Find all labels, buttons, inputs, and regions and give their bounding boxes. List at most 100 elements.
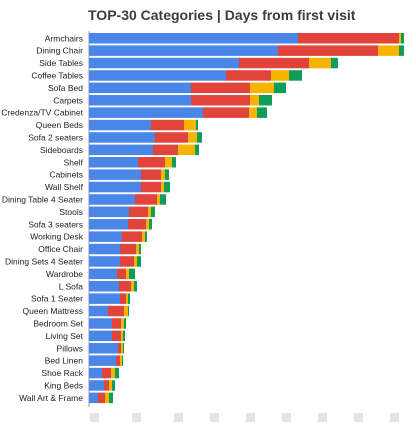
bar-segment-series-1 <box>89 45 278 56</box>
bar-segment-series-1 <box>89 169 141 180</box>
category-label: Dining Sets 4 Seater <box>5 256 83 266</box>
category-label: Queen Mattress <box>23 306 83 316</box>
bar-segment-series-4 <box>160 194 166 205</box>
bar-segment-series-1 <box>89 355 116 366</box>
bar-segment-series-4 <box>112 380 115 391</box>
bar-segment-series-2 <box>141 169 161 180</box>
bar-segment-series-3 <box>161 181 164 193</box>
category-label: Credenza/TV Cabinet <box>1 108 83 118</box>
bar-segment-series-2 <box>141 181 161 193</box>
bar-segment-series-4 <box>129 268 135 280</box>
bar-segment-series-2 <box>278 45 378 56</box>
bar-segment-series-4 <box>289 70 302 81</box>
bar-segment-series-2 <box>151 119 184 131</box>
bar-segment-series-2 <box>122 231 142 242</box>
bar-segment-series-3 <box>165 157 172 168</box>
bar-segment-series-4 <box>115 367 119 379</box>
chart-title: TOP-30 Categories | Days from first visi… <box>88 7 356 23</box>
bar-segment-series-3 <box>250 95 259 106</box>
bar-segment-series-2 <box>120 243 136 255</box>
category-label: Working Desk <box>30 232 83 242</box>
x-tick-placeholder <box>246 413 255 422</box>
bar-segment-series-1 <box>89 95 191 106</box>
bar-segment-series-1 <box>89 107 203 118</box>
x-tick-placeholder <box>132 413 141 422</box>
bar-segment-series-2 <box>153 144 178 156</box>
bar-segment-series-1 <box>89 305 108 317</box>
x-tick-placeholder <box>318 413 327 422</box>
category-label: Living Set <box>46 331 84 341</box>
bar-segment-series-3 <box>121 330 123 342</box>
bar-segment-series-3 <box>121 318 124 329</box>
bar-segment-series-3 <box>378 45 399 56</box>
bar-segment-series-1 <box>89 219 128 230</box>
bar-segment-series-3 <box>105 392 109 404</box>
bar-segment-series-3 <box>250 82 274 94</box>
bar-segment-series-2 <box>138 157 165 168</box>
category-label: Armchairs <box>45 33 83 43</box>
bar-segment-series-4 <box>165 169 169 180</box>
bar-segment-series-4 <box>123 343 124 354</box>
category-label: Office Chair <box>38 244 83 254</box>
bar-segment-series-4 <box>151 206 155 218</box>
category-label: King Beds <box>44 380 83 390</box>
bar-segment-series-4 <box>195 144 199 156</box>
bar-segment-series-4 <box>172 157 176 168</box>
category-label: Sideboards <box>40 145 83 155</box>
x-tick-placeholder <box>390 413 399 422</box>
bar-segment-series-1 <box>89 57 239 69</box>
bar-segment-series-1 <box>89 256 120 267</box>
x-tick-placeholder <box>174 413 183 422</box>
bar-segment-series-2 <box>191 82 250 94</box>
bar-segment-series-4 <box>164 181 170 193</box>
x-tick-placeholder <box>354 413 363 422</box>
bar-segment-series-2 <box>226 70 271 81</box>
bar-segment-series-4 <box>139 243 141 255</box>
bar-segment-series-1 <box>89 181 141 193</box>
bar-segment-series-3 <box>121 343 123 354</box>
bar-segment-series-4 <box>128 305 129 317</box>
bar-segment-series-2 <box>119 281 131 292</box>
bar-segment-series-3 <box>161 169 165 180</box>
bar-segment-series-2 <box>203 107 249 118</box>
category-label: Dining Table 4 Seater <box>2 194 83 204</box>
bar-segment-series-2 <box>120 293 126 304</box>
bar-segment-series-2 <box>129 206 148 218</box>
bar-segment-series-3 <box>399 33 401 44</box>
bar-segment-series-3 <box>178 144 195 156</box>
x-tick-placeholder <box>210 413 219 422</box>
category-label: Sofa 1 Seater <box>31 294 83 304</box>
bar-segment-series-3 <box>146 219 149 230</box>
bar-segment-series-2 <box>239 57 309 69</box>
bar-segment-series-3 <box>120 355 122 366</box>
bar-segment-series-4 <box>137 256 141 267</box>
category-label: Pillows <box>57 343 83 353</box>
bar-segment-series-3 <box>142 231 145 242</box>
category-label: Queen Beds <box>36 120 83 130</box>
bar-segment-series-2 <box>98 392 105 404</box>
bar-segment-series-4 <box>257 107 267 118</box>
bar-segment-series-2 <box>135 194 157 205</box>
bar-segment-series-1 <box>89 392 98 404</box>
bar-segment-series-4 <box>123 330 125 342</box>
bar-segment-series-3 <box>126 268 129 280</box>
bar-segment-series-1 <box>89 82 191 94</box>
bar-segment-series-4 <box>259 95 272 106</box>
category-label: Shoe Rack <box>41 368 83 378</box>
category-label: Dining Chair <box>36 46 83 56</box>
bar-segment-series-2 <box>104 380 109 391</box>
bar-segment-series-2 <box>102 367 111 379</box>
bar-segment-series-3 <box>109 380 112 391</box>
bar-segment-series-1 <box>89 367 102 379</box>
bar-segment-series-1 <box>89 343 118 354</box>
bar-segment-series-4 <box>134 281 137 292</box>
bar-segment-series-1 <box>89 318 112 329</box>
bar-segment-series-3 <box>131 281 134 292</box>
category-label: Stools <box>59 207 83 217</box>
bar-segment-series-4 <box>196 119 198 131</box>
bar-segment-series-3 <box>157 194 160 205</box>
category-label: L Sofa <box>59 281 84 291</box>
bar-segment-series-4 <box>274 82 286 94</box>
bar-segment-series-2 <box>298 33 399 44</box>
